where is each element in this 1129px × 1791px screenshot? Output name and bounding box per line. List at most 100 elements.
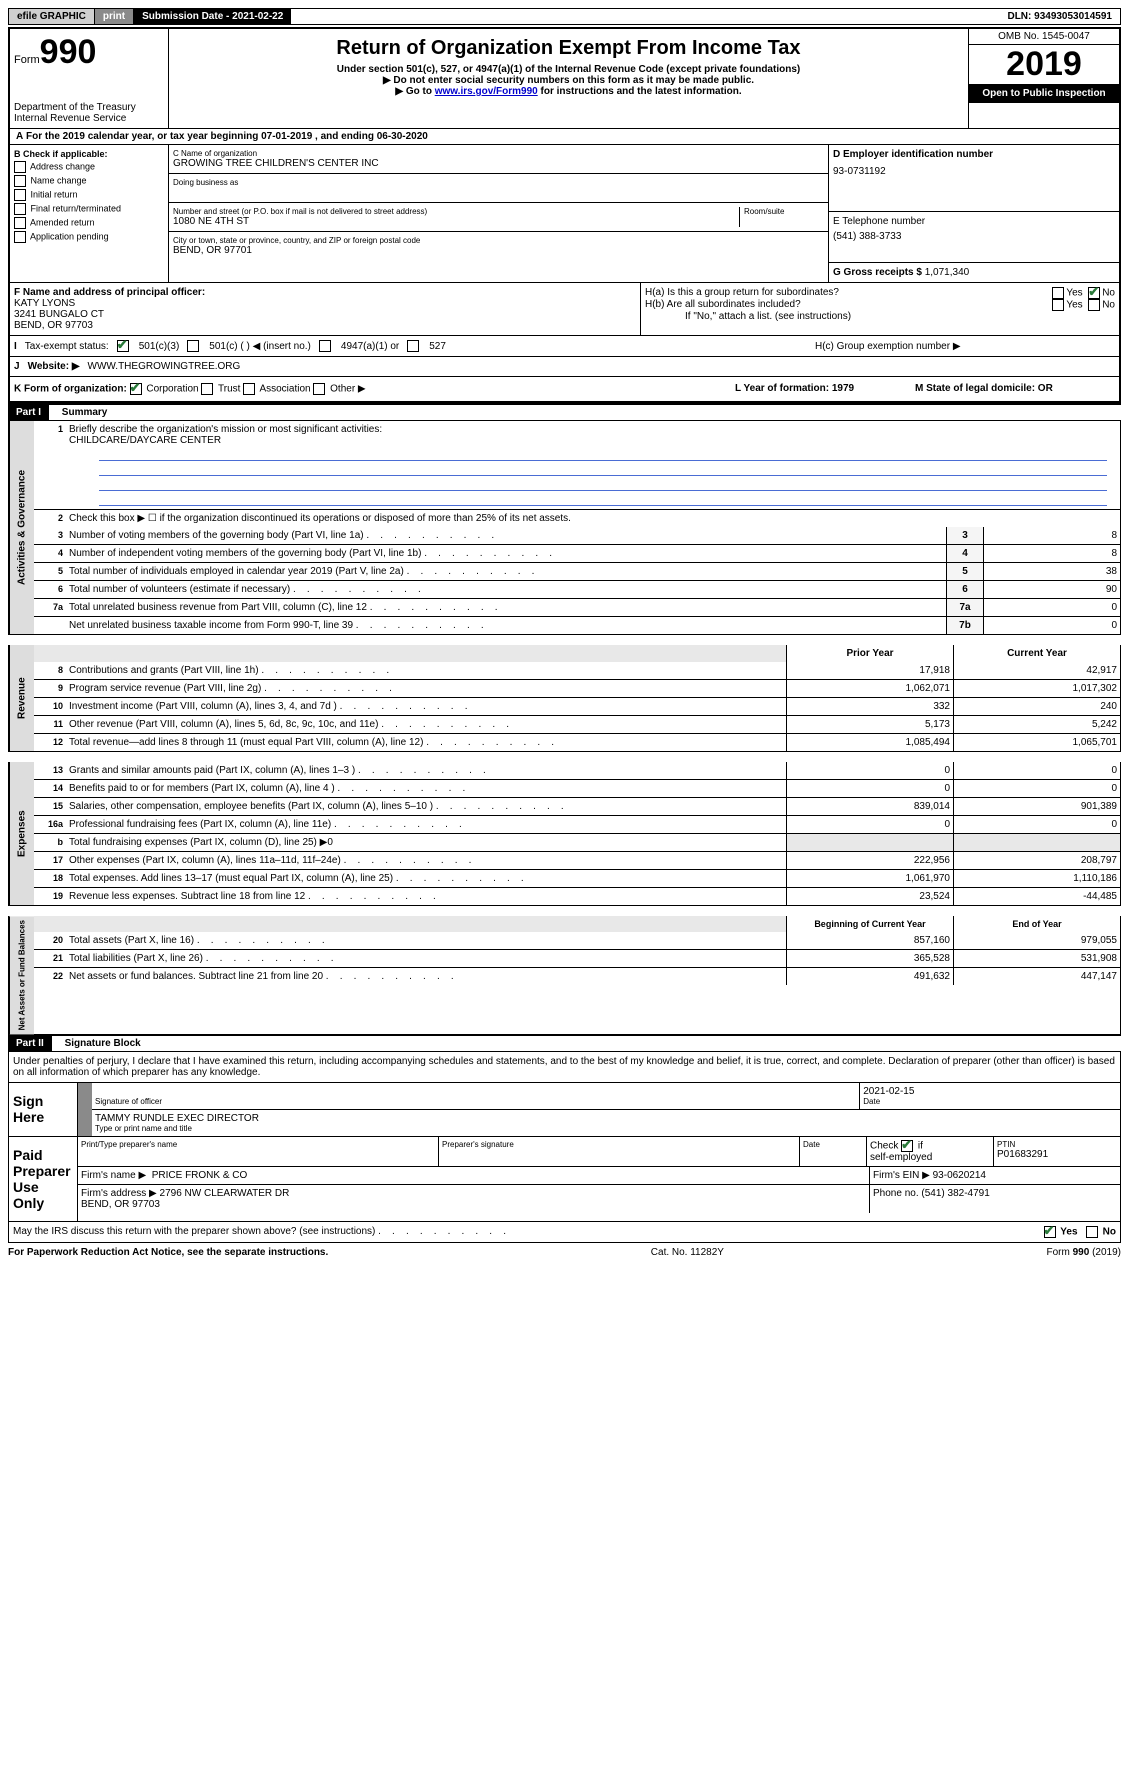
dba-label: Doing business as bbox=[173, 178, 824, 187]
dln-label: DLN: 93493053014591 bbox=[999, 9, 1120, 24]
table-row: 14 Benefits paid to or for members (Part… bbox=[34, 779, 1120, 797]
discuss-no[interactable] bbox=[1086, 1226, 1098, 1238]
department-label: Department of the Treasury Internal Reve… bbox=[14, 102, 164, 124]
section-b-title: B Check if applicable: bbox=[14, 149, 108, 159]
website-label: Website: ▶ bbox=[28, 361, 80, 372]
side-label-revenue: Revenue bbox=[9, 645, 34, 751]
checkbox-name-change[interactable] bbox=[14, 175, 26, 187]
checkbox-4947[interactable] bbox=[319, 340, 331, 352]
checkbox-assoc[interactable] bbox=[243, 383, 255, 395]
hc-label: H(c) Group exemption number ▶ bbox=[815, 341, 1115, 352]
checkbox-501c3[interactable] bbox=[117, 340, 129, 352]
checkbox-app-pending[interactable] bbox=[14, 231, 26, 243]
form-warning-ssn: ▶ Do not enter social security numbers o… bbox=[179, 75, 958, 86]
ha-yes[interactable] bbox=[1052, 287, 1064, 299]
checkbox-corp[interactable] bbox=[130, 383, 142, 395]
table-row: 22 Net assets or fund balances. Subtract… bbox=[34, 967, 1120, 985]
phone-value: (541) 388-3733 bbox=[833, 231, 1115, 242]
org-city: BEND, OR 97701 bbox=[173, 245, 824, 256]
print-button[interactable]: print bbox=[95, 9, 134, 24]
open-to-public: Open to Public Inspection bbox=[969, 84, 1119, 103]
table-row: Net unrelated business taxable income fr… bbox=[34, 616, 1120, 634]
table-row: 21 Total liabilities (Part X, line 26) 3… bbox=[34, 949, 1120, 967]
checkbox-527[interactable] bbox=[407, 340, 419, 352]
checkbox-initial-return[interactable] bbox=[14, 189, 26, 201]
check-self-employed-label: Check bbox=[870, 1141, 901, 1152]
website-value: WWW.THEGROWINGTREE.ORG bbox=[88, 361, 241, 372]
gross-receipts-value: 1,071,340 bbox=[925, 267, 970, 278]
table-row: 3 Number of voting members of the govern… bbox=[34, 527, 1120, 544]
instructions-link[interactable]: www.irs.gov/Form990 bbox=[435, 86, 538, 97]
part1-header: Part I bbox=[8, 405, 49, 420]
table-row: 16a Professional fundraising fees (Part … bbox=[34, 815, 1120, 833]
year-formation: L Year of formation: 1979 bbox=[735, 383, 854, 394]
sig-date-label: Date bbox=[863, 1097, 1117, 1106]
table-row: 20 Total assets (Part X, line 16) 857,16… bbox=[34, 932, 1120, 949]
org-name-label: C Name of organization bbox=[173, 149, 824, 158]
line1-label: Briefly describe the organization's miss… bbox=[69, 424, 382, 435]
form-number: 990 bbox=[40, 33, 97, 71]
officer-addr1: 3241 BUNGALO CT bbox=[14, 309, 104, 320]
officer-name: KATY LYONS bbox=[14, 298, 75, 309]
footer-left: For Paperwork Reduction Act Notice, see … bbox=[8, 1247, 328, 1258]
firm-ein-label: Firm's EIN ▶ bbox=[873, 1170, 930, 1181]
hb-label: H(b) Are all subordinates included? bbox=[645, 299, 801, 311]
firm-name: PRICE FRONK & CO bbox=[152, 1170, 248, 1181]
checkbox-501c[interactable] bbox=[187, 340, 199, 352]
section-a-taxyear: A For the 2019 calendar year, or tax yea… bbox=[10, 128, 1119, 144]
line1-value: CHILDCARE/DAYCARE CENTER bbox=[69, 435, 221, 446]
ein-label: D Employer identification number bbox=[833, 149, 993, 160]
checkbox-final-return[interactable] bbox=[14, 203, 26, 215]
ptin-value: P01683291 bbox=[997, 1149, 1117, 1160]
firm-addr-label: Firm's address ▶ bbox=[81, 1188, 157, 1199]
part2-title: Signature Block bbox=[65, 1038, 141, 1049]
state-domicile: M State of legal domicile: OR bbox=[915, 383, 1053, 394]
part1-title: Summary bbox=[62, 407, 108, 418]
table-row: 10 Investment income (Part VIII, column … bbox=[34, 697, 1120, 715]
checkbox-address-change[interactable] bbox=[14, 161, 26, 173]
tax-exempt-label: Tax-exempt status: bbox=[25, 341, 109, 352]
checkbox-self-employed[interactable] bbox=[901, 1140, 913, 1152]
room-label: Room/suite bbox=[744, 207, 824, 216]
ein-value: 93-0731192 bbox=[833, 166, 1115, 177]
hb-no[interactable] bbox=[1088, 299, 1100, 311]
sig-date: 2021-02-15 bbox=[863, 1086, 1117, 1097]
checkbox-other[interactable] bbox=[313, 383, 325, 395]
table-row: 15 Salaries, other compensation, employe… bbox=[34, 797, 1120, 815]
form-org-label: K Form of organization: bbox=[14, 384, 127, 395]
hb-yes[interactable] bbox=[1052, 299, 1064, 311]
col-end-year: End of Year bbox=[953, 916, 1120, 932]
form-title: Return of Organization Exempt From Incom… bbox=[179, 37, 958, 60]
org-name: GROWING TREE CHILDREN'S CENTER INC bbox=[173, 158, 824, 169]
table-row: 7a Total unrelated business revenue from… bbox=[34, 598, 1120, 616]
goto-post: for instructions and the latest informat… bbox=[541, 86, 742, 97]
officer-addr2: BEND, OR 97703 bbox=[14, 320, 93, 331]
discuss-yes[interactable] bbox=[1044, 1226, 1056, 1238]
officer-label: F Name and address of principal officer: bbox=[14, 287, 205, 298]
prep-sig-label: Preparer's signature bbox=[442, 1140, 796, 1149]
table-row: 12 Total revenue—add lines 8 through 11 … bbox=[34, 733, 1120, 751]
table-row: 17 Other expenses (Part IX, column (A), … bbox=[34, 851, 1120, 869]
officer-name-title-label: Type or print name and title bbox=[95, 1124, 1117, 1133]
checkbox-amended[interactable] bbox=[14, 217, 26, 229]
sign-here-label: Sign Here bbox=[9, 1083, 78, 1136]
table-row: 5 Total number of individuals employed i… bbox=[34, 562, 1120, 580]
firm-phone-label: Phone no. bbox=[873, 1188, 919, 1199]
efile-button[interactable]: efile GRAPHIC bbox=[9, 9, 95, 24]
table-row: 11 Other revenue (Part VIII, column (A),… bbox=[34, 715, 1120, 733]
col-current-year: Current Year bbox=[953, 645, 1120, 662]
table-row: b Total fundraising expenses (Part IX, c… bbox=[34, 833, 1120, 851]
part2-header: Part II bbox=[8, 1036, 52, 1051]
goto-pre: ▶ Go to bbox=[395, 86, 434, 97]
prep-name-label: Print/Type preparer's name bbox=[81, 1140, 435, 1149]
city-label: City or town, state or province, country… bbox=[173, 236, 824, 245]
table-row: 18 Total expenses. Add lines 13–17 (must… bbox=[34, 869, 1120, 887]
table-row: 8 Contributions and grants (Part VIII, l… bbox=[34, 662, 1120, 679]
ha-no[interactable] bbox=[1088, 287, 1100, 299]
side-label-expenses: Expenses bbox=[9, 762, 34, 905]
officer-name-title: TAMMY RUNDLE EXEC DIRECTOR bbox=[95, 1113, 1117, 1124]
omb-number: OMB No. 1545-0047 bbox=[969, 29, 1119, 45]
checkbox-trust[interactable] bbox=[201, 383, 213, 395]
firm-ein: 93-0620214 bbox=[933, 1170, 986, 1181]
table-row: 6 Total number of volunteers (estimate i… bbox=[34, 580, 1120, 598]
